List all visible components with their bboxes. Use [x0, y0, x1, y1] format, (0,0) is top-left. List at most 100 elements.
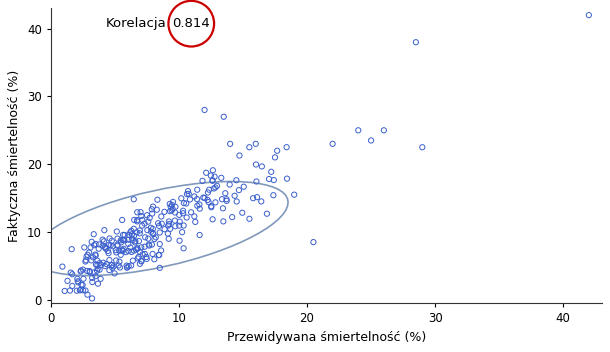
Point — [190, 214, 199, 219]
Point — [282, 176, 292, 181]
Point — [366, 138, 376, 143]
Point — [164, 236, 174, 241]
Point — [124, 237, 134, 243]
Point — [82, 268, 92, 274]
Point — [149, 236, 159, 242]
Point — [134, 238, 144, 244]
Point — [118, 237, 127, 243]
Point — [116, 240, 126, 245]
Point — [143, 227, 152, 233]
Point — [170, 224, 180, 229]
Point — [129, 217, 139, 223]
Point — [87, 239, 96, 245]
Point — [251, 141, 260, 147]
Point — [143, 236, 153, 241]
Point — [203, 197, 212, 203]
Point — [183, 188, 193, 194]
Point — [225, 141, 235, 147]
Point — [129, 233, 139, 239]
Point — [268, 193, 278, 198]
Point — [179, 200, 188, 206]
Point — [135, 209, 145, 215]
Point — [206, 205, 216, 210]
Point — [208, 216, 218, 222]
Point — [98, 237, 107, 243]
Point — [137, 245, 146, 250]
Point — [95, 260, 104, 266]
Point — [75, 288, 85, 293]
Point — [91, 262, 101, 267]
Point — [174, 238, 184, 244]
Point — [101, 245, 110, 251]
Point — [133, 246, 143, 251]
Point — [148, 226, 158, 232]
Point — [103, 248, 113, 254]
Point — [100, 244, 110, 250]
Point — [98, 243, 107, 249]
Point — [182, 215, 192, 220]
Point — [142, 254, 151, 260]
Point — [225, 182, 235, 187]
Point — [181, 201, 191, 206]
Point — [251, 162, 261, 167]
Point — [155, 241, 165, 247]
Point — [239, 184, 249, 189]
Point — [137, 223, 147, 228]
Point — [132, 209, 142, 215]
Point — [118, 237, 128, 243]
Point — [178, 208, 188, 214]
Point — [168, 206, 178, 212]
Point — [126, 263, 136, 268]
Point — [174, 212, 184, 218]
Point — [175, 219, 185, 225]
Point — [111, 247, 121, 253]
Point — [179, 223, 188, 228]
Point — [140, 234, 150, 240]
Point — [107, 265, 117, 271]
Point — [91, 274, 101, 279]
Point — [269, 177, 279, 183]
Point — [107, 262, 117, 268]
Point — [122, 265, 132, 270]
Point — [199, 107, 209, 113]
Point — [248, 195, 258, 201]
Point — [245, 216, 254, 222]
Point — [131, 247, 141, 252]
Point — [129, 226, 138, 232]
Point — [417, 144, 427, 150]
Point — [90, 270, 99, 275]
Point — [120, 232, 129, 238]
Point — [201, 170, 211, 176]
Point — [219, 114, 229, 120]
Point — [73, 279, 83, 285]
Point — [133, 256, 143, 261]
Point — [73, 276, 82, 282]
Point — [137, 258, 146, 264]
Point — [186, 209, 196, 215]
Point — [264, 176, 274, 182]
Point — [112, 242, 122, 247]
Point — [257, 164, 267, 169]
Point — [309, 239, 318, 245]
Point — [127, 232, 137, 237]
Point — [142, 212, 152, 218]
Point — [208, 168, 218, 173]
Point — [163, 231, 173, 237]
Point — [195, 206, 204, 212]
Point — [108, 244, 118, 249]
Point — [170, 210, 180, 215]
Point — [82, 254, 92, 259]
Point — [148, 251, 157, 257]
Point — [171, 204, 181, 209]
Point — [91, 241, 101, 247]
Point — [267, 169, 276, 175]
Point — [115, 259, 124, 264]
Point — [256, 199, 266, 204]
Point — [148, 231, 158, 237]
Point — [124, 232, 134, 238]
Point — [66, 246, 76, 252]
Point — [87, 275, 97, 281]
Point — [57, 264, 67, 269]
Point — [93, 258, 102, 264]
Point — [76, 269, 85, 274]
